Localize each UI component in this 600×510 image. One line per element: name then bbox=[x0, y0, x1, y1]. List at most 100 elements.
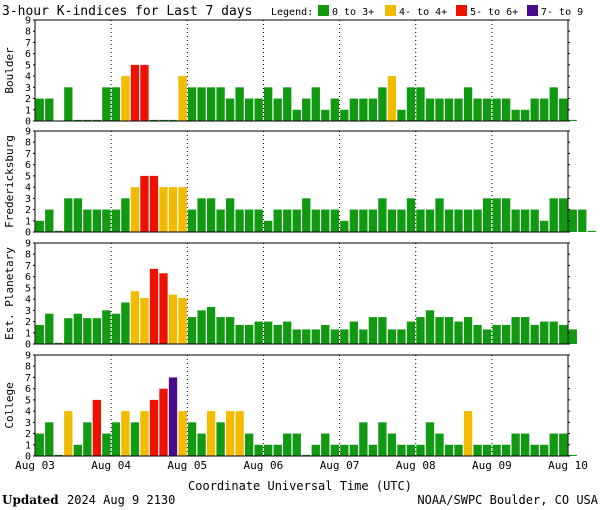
k-index-bar bbox=[425, 422, 435, 456]
k-index-bar bbox=[302, 329, 311, 344]
k-index-bar bbox=[492, 444, 501, 456]
k-index-bar bbox=[64, 411, 73, 456]
k-index-bar bbox=[473, 324, 482, 344]
k-index-bar bbox=[264, 321, 273, 344]
k-index-bar bbox=[102, 209, 111, 232]
k-index-bar bbox=[521, 109, 530, 121]
k-index-bar bbox=[321, 324, 330, 344]
x-tick-label: Aug 06 bbox=[244, 459, 284, 472]
k-index-bar bbox=[501, 198, 511, 232]
y-tick-label: 4 bbox=[25, 407, 31, 418]
k-index-bar bbox=[235, 324, 244, 344]
k-index-bar bbox=[83, 318, 92, 344]
k-index-bar bbox=[45, 209, 54, 232]
k-index-bar bbox=[463, 209, 473, 232]
k-index-bar bbox=[111, 313, 121, 344]
y-tick-label: 4 bbox=[25, 295, 31, 306]
k-index-bar bbox=[359, 329, 368, 344]
x-tick-label: Aug 08 bbox=[396, 459, 436, 472]
k-index-bar bbox=[292, 329, 301, 344]
updated-value: 2024 Aug 9 2130 bbox=[67, 493, 175, 507]
k-index-bar bbox=[206, 306, 216, 344]
k-index-bar bbox=[349, 209, 359, 232]
k-index-bar bbox=[168, 187, 178, 232]
y-tick-label: 8 bbox=[25, 362, 31, 373]
k-index-bar bbox=[416, 87, 425, 121]
k-index-bar bbox=[435, 98, 444, 121]
k-index-bar bbox=[149, 119, 159, 121]
k-index-bar bbox=[378, 198, 387, 232]
k-index-bar bbox=[216, 209, 225, 232]
x-tick-label: Aug 09 bbox=[472, 459, 512, 472]
legend-entry-label: 7- to 9 bbox=[541, 7, 583, 18]
k-index-bar bbox=[302, 198, 311, 232]
y-tick-label: 2 bbox=[25, 317, 31, 328]
k-index-bar bbox=[321, 109, 330, 121]
y-tick-label: 1 bbox=[25, 216, 31, 227]
y-tick-label: 1 bbox=[25, 328, 31, 339]
k-index-bar bbox=[283, 433, 292, 456]
k-index-bar bbox=[530, 98, 539, 121]
k-index-bar bbox=[273, 444, 282, 456]
k-index-bar bbox=[530, 209, 539, 232]
legend: 0 to 3+ 4- to 4+ 5- to 6+ 7- to 9 bbox=[318, 5, 583, 18]
y-tick-label: 9 bbox=[25, 351, 31, 362]
k-index-bar bbox=[406, 87, 416, 121]
k-index-bar bbox=[416, 317, 425, 344]
k-index-bar bbox=[340, 109, 349, 121]
panel-ylabel: Boulder bbox=[3, 47, 16, 94]
k-index-bar bbox=[225, 98, 235, 121]
y-tick-label: 9 bbox=[25, 16, 31, 27]
k-index-bar bbox=[330, 98, 339, 121]
k-index-bar bbox=[397, 329, 406, 344]
k-index-bar bbox=[206, 411, 216, 456]
y-tick-label: 4 bbox=[25, 72, 31, 83]
k-index-bar bbox=[254, 444, 263, 456]
k-index-bar bbox=[302, 454, 311, 456]
k-index-bar bbox=[168, 377, 178, 456]
k-index-bar bbox=[559, 324, 568, 344]
k-index-bar bbox=[292, 433, 301, 456]
k-index-bar bbox=[273, 98, 282, 121]
y-tick-label: 2 bbox=[25, 205, 31, 216]
k-index-bar bbox=[149, 399, 159, 456]
k-index-bar bbox=[387, 433, 397, 456]
y-tick-label: 1 bbox=[25, 440, 31, 451]
k-index-bar bbox=[206, 87, 216, 121]
k-index-bar bbox=[54, 342, 63, 344]
k-index-bar bbox=[140, 175, 149, 232]
k-index-bar bbox=[435, 198, 444, 232]
k-index-bar bbox=[549, 433, 558, 456]
k-index-bar bbox=[168, 119, 178, 121]
credit-text: NOAA/SWPC Boulder, CO USA bbox=[417, 493, 598, 507]
k-index-bar bbox=[54, 454, 63, 456]
k-index-bar bbox=[73, 119, 82, 121]
k-index-bar bbox=[321, 209, 330, 232]
k-index-bar bbox=[159, 119, 168, 121]
k-index-bar bbox=[454, 209, 463, 232]
y-tick-label: 0 bbox=[25, 452, 31, 463]
legend-swatch bbox=[456, 5, 467, 16]
k-index-bar bbox=[111, 422, 121, 456]
k-index-bar bbox=[216, 87, 225, 121]
y-tick-label: 5 bbox=[25, 283, 31, 294]
k-index-bar bbox=[264, 444, 273, 456]
y-tick-label: 6 bbox=[25, 49, 31, 60]
k-index-bar bbox=[444, 317, 454, 344]
k-index-bar bbox=[140, 64, 149, 121]
k-index-bar bbox=[54, 230, 63, 232]
k-index-bar bbox=[264, 220, 273, 232]
k-index-bar bbox=[197, 310, 206, 344]
k-index-bar bbox=[178, 76, 187, 121]
panel-ylabel: College bbox=[3, 382, 16, 428]
x-tick-label: Aug 07 bbox=[320, 459, 360, 472]
legend-entry-label: 0 to 3+ bbox=[332, 7, 374, 18]
k-index-bar bbox=[368, 209, 378, 232]
k-index-bar bbox=[587, 230, 596, 232]
k-index-bar bbox=[568, 329, 577, 344]
k-index-bar bbox=[454, 444, 463, 456]
k-index-bar bbox=[45, 422, 54, 456]
y-tick-label: 3 bbox=[25, 418, 31, 429]
